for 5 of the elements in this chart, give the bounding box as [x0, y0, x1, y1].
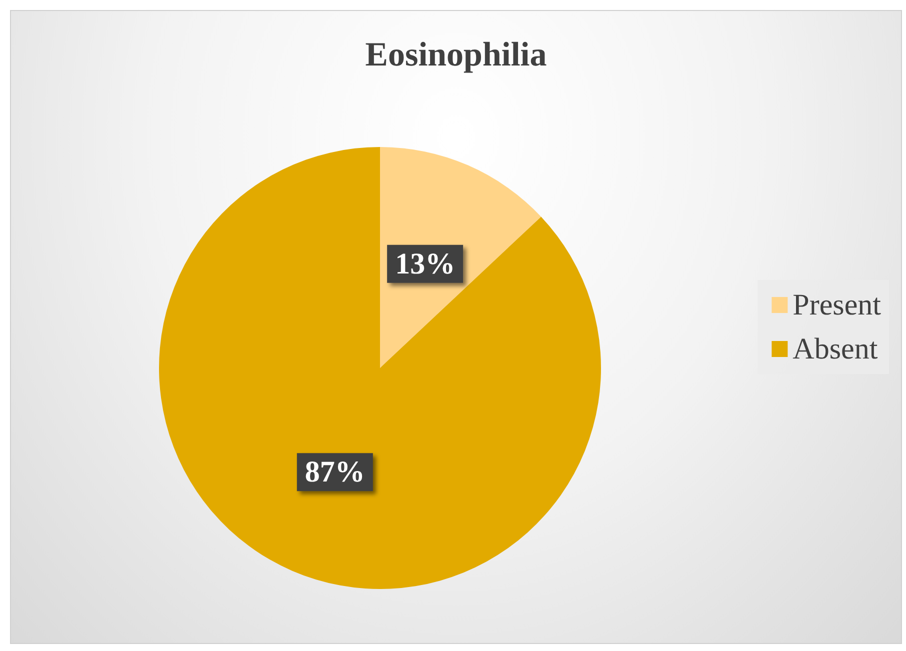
- data-label: 87%: [304, 456, 365, 489]
- data-label: 13%: [395, 247, 456, 280]
- legend-label: Absent: [792, 332, 878, 366]
- legend-label: Present: [792, 288, 882, 322]
- chart-title: Eosinophilia: [365, 36, 547, 74]
